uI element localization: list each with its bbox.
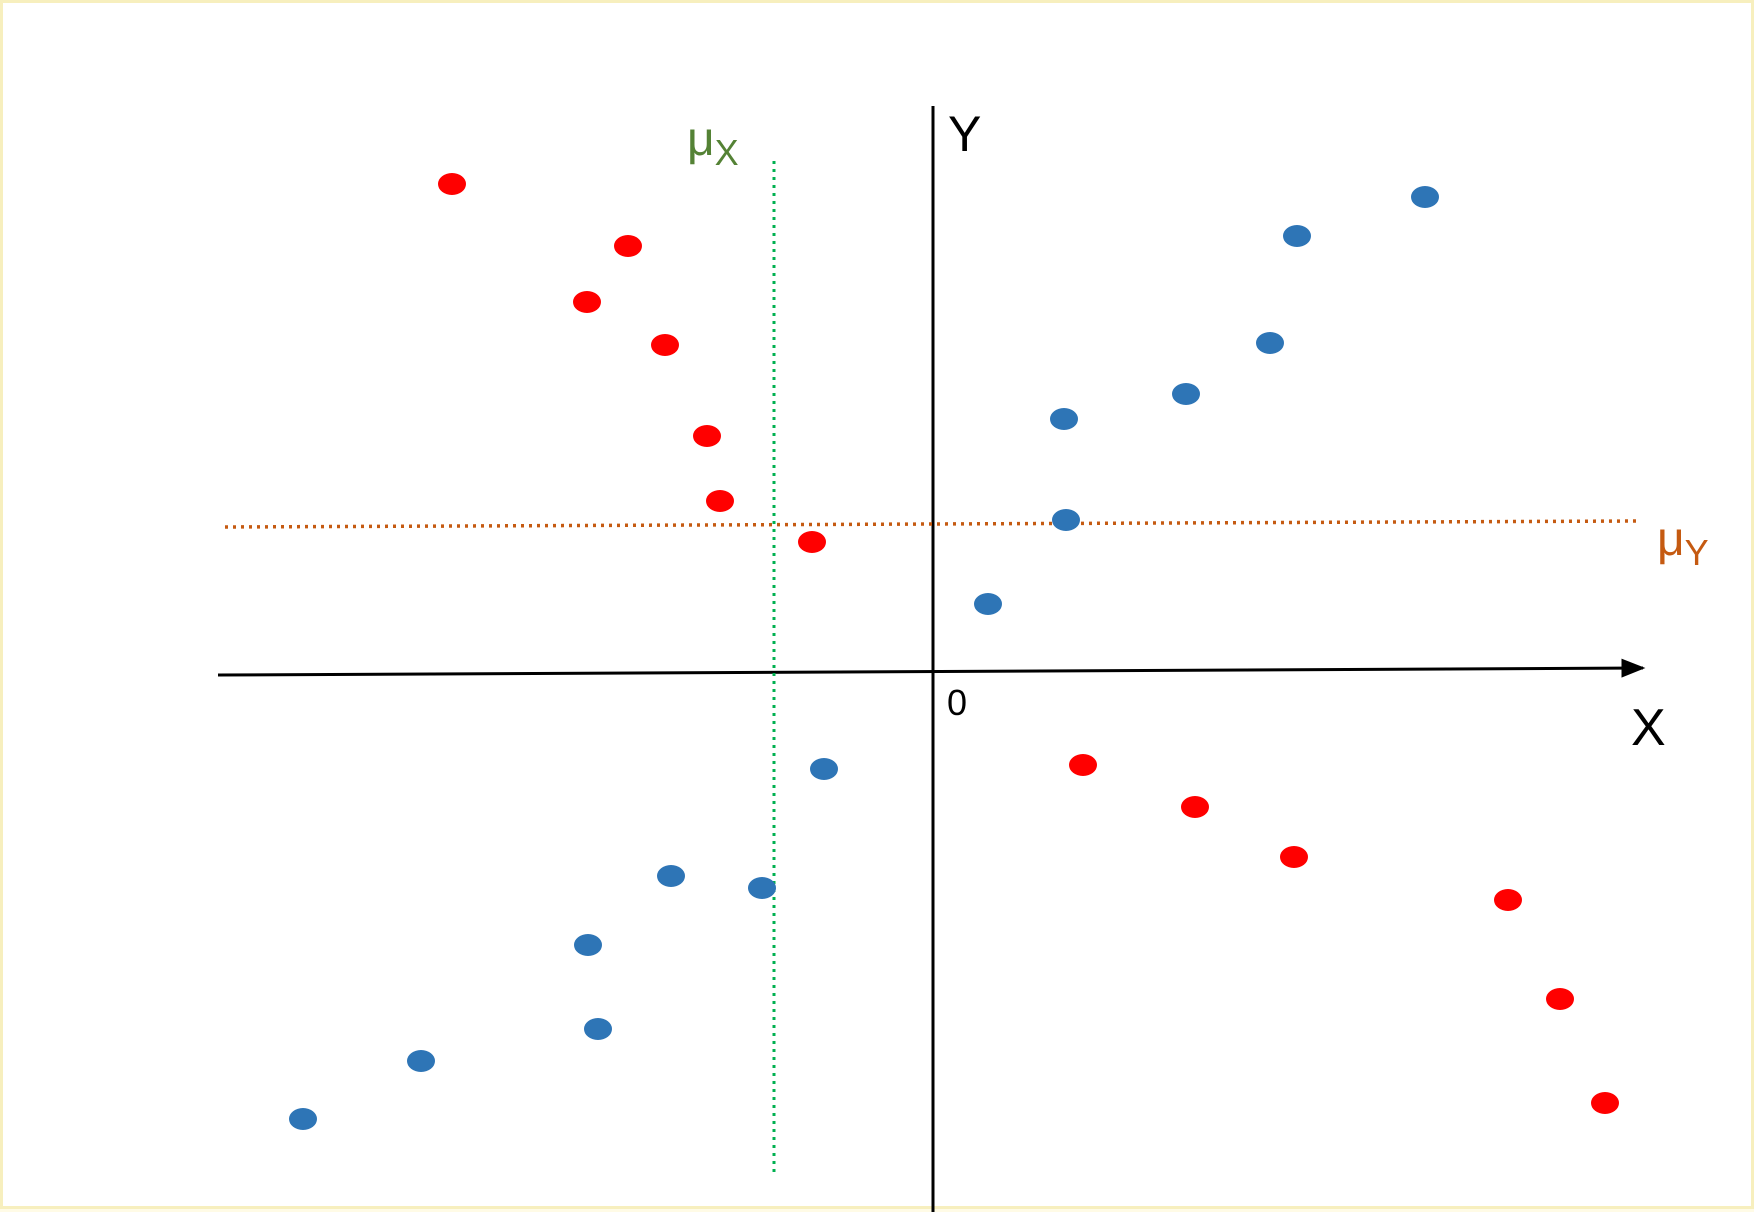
origin-label: 0 <box>947 682 967 723</box>
blue-point <box>748 877 776 899</box>
blue-point <box>1050 408 1078 430</box>
blue-point <box>584 1018 612 1040</box>
blue-point <box>974 593 1002 615</box>
mean-y-subscript: Y <box>1685 532 1709 573</box>
scatter-diagram: Y X 0 μX μY <box>3 3 1754 1212</box>
red-point <box>1494 889 1522 911</box>
blue-point <box>1256 332 1284 354</box>
red-point <box>693 425 721 447</box>
red-point <box>798 531 826 553</box>
red-point <box>573 291 601 313</box>
red-point <box>1280 846 1308 868</box>
red-point <box>1069 754 1097 776</box>
blue-point <box>574 934 602 956</box>
mean-x-label: μX <box>687 113 739 173</box>
red-point <box>614 235 642 257</box>
red-point <box>651 334 679 356</box>
red-point <box>1181 796 1209 818</box>
data-points <box>289 173 1619 1130</box>
red-point <box>706 490 734 512</box>
blue-point <box>407 1050 435 1072</box>
blue-point <box>289 1108 317 1130</box>
blue-point <box>1411 186 1439 208</box>
y-axis-label: Y <box>948 106 981 162</box>
blue-point <box>1172 383 1200 405</box>
blue-point <box>657 865 685 887</box>
mean-x-symbol: μ <box>687 113 715 166</box>
red-point <box>438 173 466 195</box>
mean-x-subscript: X <box>715 132 739 173</box>
mean-y-label: μY <box>1657 513 1709 573</box>
red-point <box>1591 1092 1619 1114</box>
x-axis-label: X <box>1631 699 1666 757</box>
red-point <box>1546 988 1574 1010</box>
blue-point <box>1283 225 1311 247</box>
mean-y-symbol: μ <box>1657 513 1685 566</box>
x-axis <box>218 668 1643 675</box>
blue-point <box>1052 509 1080 531</box>
blue-point <box>810 758 838 780</box>
